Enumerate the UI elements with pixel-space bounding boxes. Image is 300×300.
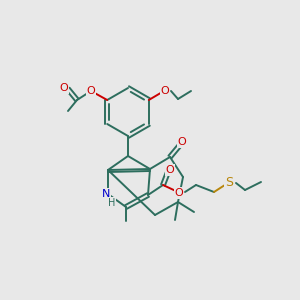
- Text: O: O: [178, 137, 186, 147]
- Text: O: O: [60, 83, 68, 93]
- Text: H: H: [108, 198, 116, 208]
- Text: O: O: [175, 188, 183, 198]
- Text: O: O: [166, 165, 174, 175]
- Text: O: O: [160, 86, 169, 96]
- Text: N: N: [102, 189, 110, 199]
- Text: O: O: [87, 86, 95, 96]
- Text: S: S: [225, 176, 233, 190]
